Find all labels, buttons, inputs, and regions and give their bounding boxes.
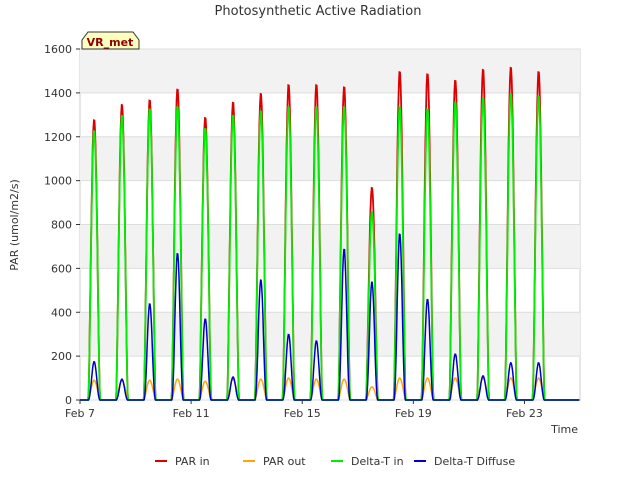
x-tick-label: Feb 19 [395,407,432,420]
series-line-3 [80,233,580,401]
x-tick-label: Feb 11 [173,407,210,420]
y-axis-ticks: 0 200 400 600 800 1000 1200 1400 1600 [44,43,80,407]
y-tick-label: 1000 [44,175,72,188]
station-badge-label: VR_met [87,36,134,49]
station-badge: VR_met [81,31,140,50]
y-tick-label: 200 [51,350,72,363]
legend: PAR in PAR out Delta-T in Delta-T Diffuse [155,455,515,468]
series-layer [80,66,580,401]
x-tick-label: Feb 7 [65,407,95,420]
legend-label: PAR in [175,455,210,468]
grid-band [80,136,580,181]
y-tick-label: 600 [51,262,72,275]
y-axis-label: PAR (umol/m2/s) [8,179,21,271]
legend-label: PAR out [263,455,306,468]
y-tick-label: 1400 [44,87,72,100]
chart-title: Photosynthetic Active Radiation [215,4,422,19]
y-tick-label: 400 [51,306,72,319]
y-tick-label: 1200 [44,131,72,144]
x-tick-label: Feb 15 [284,407,321,420]
y-tick-label: 0 [65,394,72,407]
legend-label: Delta-T in [351,455,404,468]
y-tick-label: 800 [51,219,72,232]
y-tick-label: 1600 [44,43,72,56]
grid-band [80,312,580,357]
x-tick-label: Feb 23 [506,407,543,420]
x-axis-ticks: Feb 7 Feb 11 Feb 15 Feb 19 Feb 23 [65,400,543,420]
legend-label: Delta-T Diffuse [434,455,515,468]
x-axis-label: Time [550,423,578,436]
grid-bands [80,49,580,357]
grid-band [80,224,580,269]
grid-band [80,49,580,93]
